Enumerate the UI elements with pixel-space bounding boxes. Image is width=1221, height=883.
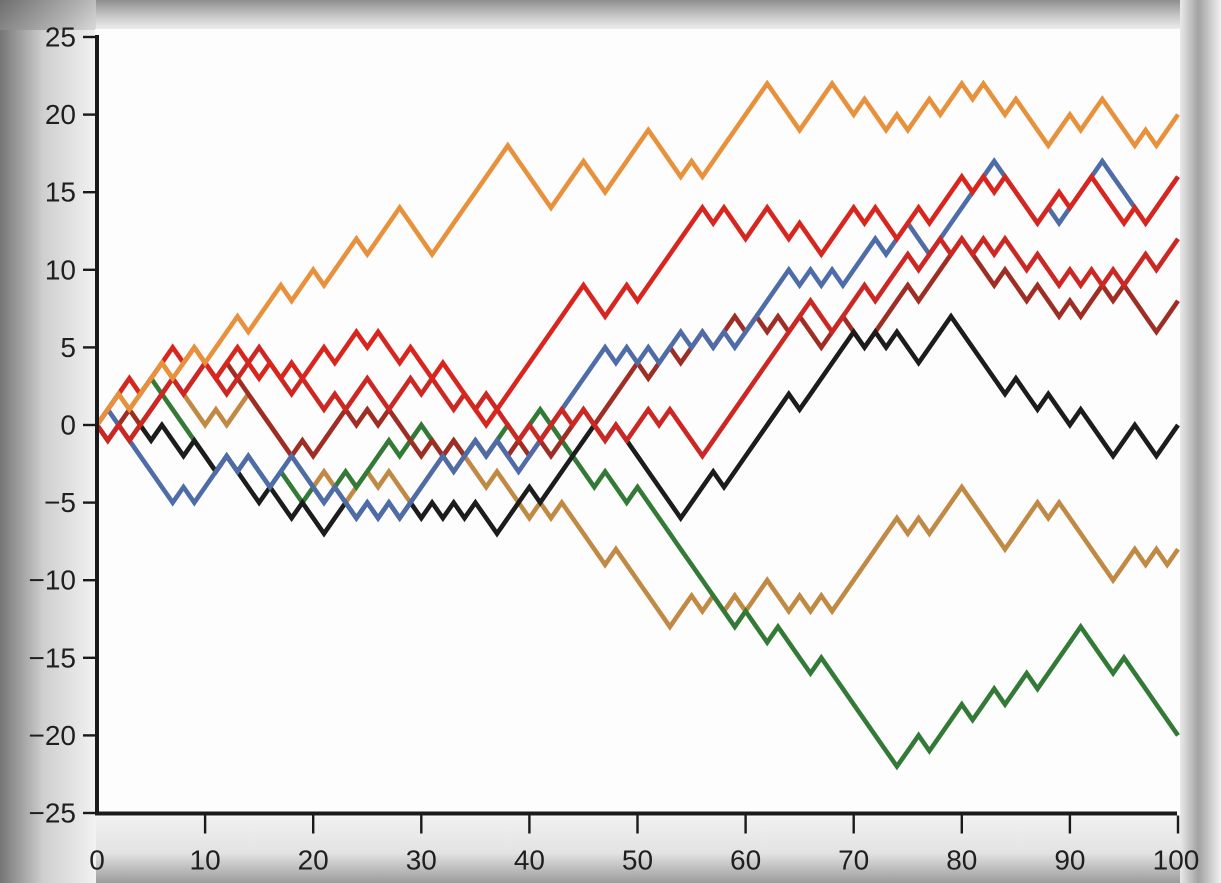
x-tick-label: 70 bbox=[838, 845, 869, 876]
walk-orange bbox=[95, 79, 1180, 427]
x-tick-label: 40 bbox=[514, 845, 545, 876]
y-tick-label: −25 bbox=[29, 798, 77, 829]
y-tick-label: −5 bbox=[44, 487, 76, 518]
y-tick-label: −20 bbox=[29, 720, 77, 751]
x-tick-label: 20 bbox=[298, 845, 329, 876]
x-tick-label: 10 bbox=[190, 845, 221, 876]
x-tick-label: 60 bbox=[730, 845, 761, 876]
frame-shadow-top bbox=[0, 0, 1221, 30]
y-tick-label: −10 bbox=[29, 565, 77, 596]
walk-blue bbox=[95, 157, 1180, 523]
y-tick-label: 10 bbox=[45, 254, 76, 285]
y-tick-label: 0 bbox=[60, 410, 76, 441]
frame-shadow-corner bbox=[0, 0, 96, 30]
frame-shadow-left bbox=[0, 0, 96, 883]
y-tick-label: 20 bbox=[45, 99, 76, 130]
frame-shadow-bottom bbox=[0, 816, 1221, 883]
y-tick-label: 15 bbox=[45, 177, 76, 208]
walk-red-1 bbox=[95, 172, 1180, 430]
y-tick-label: 25 bbox=[45, 22, 76, 53]
x-tick-label: 50 bbox=[622, 845, 653, 876]
y-tick-label: 5 bbox=[60, 332, 76, 363]
frame-shadow-right bbox=[1180, 0, 1221, 883]
walk-black bbox=[95, 312, 1180, 538]
x-tick-label: 30 bbox=[406, 845, 437, 876]
x-tick-label: 100 bbox=[1153, 845, 1200, 876]
x-tick-label: 90 bbox=[1054, 845, 1085, 876]
x-tick-label: 80 bbox=[946, 845, 977, 876]
y-tick-label: −15 bbox=[29, 642, 77, 673]
x-tick-label: 0 bbox=[89, 845, 105, 876]
